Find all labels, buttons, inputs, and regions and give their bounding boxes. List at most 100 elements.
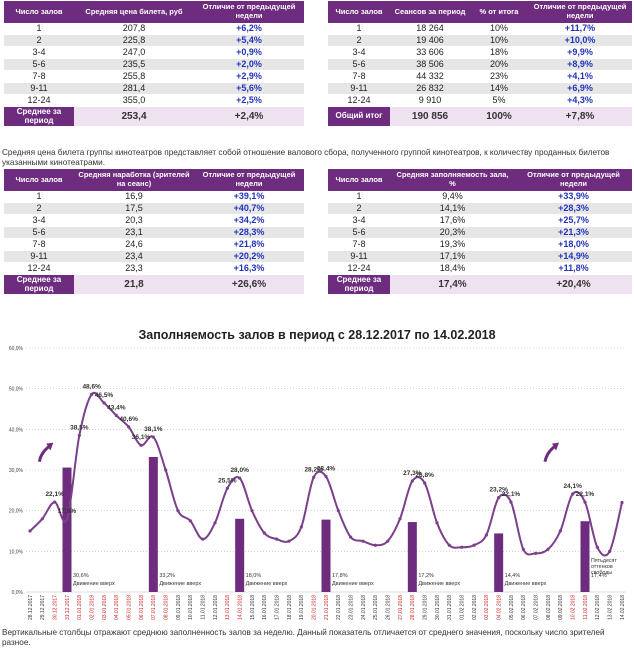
table-cell: 17,5	[74, 202, 194, 215]
data-point	[201, 537, 205, 541]
x-tick-label: 11.02.2018	[583, 595, 589, 620]
x-tick-label: 25.01.2018	[373, 595, 379, 620]
diff-cell: +40,7%	[194, 202, 304, 215]
x-tick-label: 27.01.2018	[398, 595, 404, 620]
diff-cell: +28,3%	[515, 202, 632, 215]
table-cell: 17,1%	[390, 250, 515, 263]
table-cell: 1	[328, 23, 390, 35]
week-bar	[407, 522, 417, 592]
up-arrow-icon	[37, 444, 52, 463]
table-cell: 7-8	[328, 70, 390, 83]
diff-cell: +6,2%	[194, 23, 304, 35]
table-cell: 1	[328, 191, 390, 203]
diff-cell: +18,0%	[515, 238, 632, 251]
table-cell: 7-8	[328, 238, 390, 251]
x-tick-label: 04.02.2018	[496, 595, 502, 620]
data-point	[447, 543, 451, 547]
y-tick-label: 30,0%	[9, 468, 24, 474]
total-cell: +7,8%	[528, 106, 632, 127]
data-point	[164, 468, 168, 472]
x-tick-label: 09.01.2018	[176, 595, 182, 620]
week-bar	[148, 456, 158, 592]
point-label: 26,8%	[415, 472, 434, 479]
table-row: 2 19 406 10% +10,0%	[328, 34, 632, 47]
bar-value-label: 30,6%	[73, 573, 89, 579]
x-tick-label: 29.01.2018	[422, 595, 428, 620]
x-tick-label: 06.01.2018	[139, 595, 145, 620]
y-tick-label: 20,0%	[9, 509, 24, 515]
x-tick-label: 07.02.2018	[533, 595, 539, 620]
table-cell: 3-4	[4, 214, 74, 227]
table-cell: 1	[4, 23, 74, 35]
diff-cell: +0,9%	[194, 46, 304, 59]
x-tick-label: 17.01.2018	[274, 595, 280, 620]
point-label: 22,1%	[45, 491, 64, 498]
table-cell: 1	[4, 191, 74, 203]
total-row: Среднее за период 253,4 +2,4%	[4, 106, 304, 127]
data-point	[275, 537, 279, 541]
point-label: 24,1%	[563, 483, 582, 490]
table-cell: 9-11	[4, 250, 74, 263]
x-tick-label: 31.01.2018	[447, 595, 453, 620]
data-point	[546, 547, 550, 551]
x-tick-label: 10.01.2018	[188, 595, 194, 620]
diff-cell: +28,3%	[194, 226, 304, 239]
total-label: Общий итог	[328, 106, 390, 127]
table-cell: 5-6	[328, 226, 390, 239]
data-point	[423, 481, 427, 485]
table-cell: 355,0	[74, 94, 194, 107]
table-cell: 2	[328, 202, 390, 215]
header-percent: % от итога	[470, 1, 528, 23]
table-cell: 20,3	[74, 214, 194, 227]
diff-cell: +21,3%	[515, 226, 632, 239]
table-cell: 9-11	[4, 82, 74, 95]
x-tick-label: 12.02.2018	[595, 595, 601, 620]
diff-cell: +34,2%	[194, 214, 304, 227]
bar-caption: Движение вверх	[332, 581, 374, 587]
table-cell: 5-6	[4, 226, 74, 239]
table-cell: 18,4%	[390, 262, 515, 275]
x-tick-label: 24.01.2018	[361, 595, 367, 620]
table-cell: 19 406	[390, 34, 470, 47]
table-cell: 255,8	[74, 70, 194, 83]
table-row: 1 9,4% +33,9%	[328, 191, 632, 203]
x-tick-label: 23.01.2018	[348, 595, 354, 620]
bottom-note: Вертикальные столбцы отражают среднюю за…	[2, 628, 605, 648]
data-point	[583, 500, 587, 504]
total-row: Среднее за период 17,4% +20,4%	[328, 274, 632, 295]
point-label: 38,5%	[70, 424, 89, 431]
x-tick-label: 08.01.2018	[163, 595, 169, 620]
total-cell: +26,6%	[194, 274, 304, 295]
y-tick-label: 60,0%	[9, 346, 24, 352]
x-tick-label: 14.01.2018	[237, 595, 243, 620]
point-label: 38,1%	[144, 426, 163, 433]
header-diff: Отличие от предыдущей недели	[194, 1, 304, 23]
table-cell: 207,8	[74, 23, 194, 35]
point-label: 40,6%	[119, 416, 138, 423]
week-bar	[580, 521, 590, 592]
diff-cell: +9,9%	[528, 46, 632, 59]
x-tick-label: 08.02.2018	[546, 595, 552, 620]
week-bar	[494, 533, 504, 592]
data-point	[460, 545, 464, 549]
diff-cell: +2,0%	[194, 58, 304, 71]
diff-cell: +20,2%	[194, 250, 304, 263]
bar-value-label: 33,2%	[159, 573, 175, 579]
total-row: Среднее за период 21,8 +26,6%	[4, 274, 304, 295]
table-cell: 38 506	[390, 58, 470, 71]
table-cell: 23,1	[74, 226, 194, 239]
total-cell: +20,4%	[515, 274, 632, 295]
total-row: Общий итог 190 856 100% +7,8%	[328, 106, 632, 127]
data-point	[139, 443, 143, 447]
data-point	[287, 539, 291, 543]
table-row: 3-4 33 606 18% +9,9%	[328, 46, 632, 59]
table-cell: 5%	[470, 94, 528, 107]
table-row: 2 14,1% +28,3%	[328, 202, 632, 215]
diff-cell: +8,9%	[528, 58, 632, 71]
data-point	[472, 543, 476, 547]
point-label: 36,1%	[132, 434, 151, 441]
diff-cell: +2,9%	[194, 70, 304, 83]
table-cell: 5-6	[328, 58, 390, 71]
table-cell: 23,4	[74, 250, 194, 263]
x-tick-label: 26.01.2018	[385, 595, 391, 620]
